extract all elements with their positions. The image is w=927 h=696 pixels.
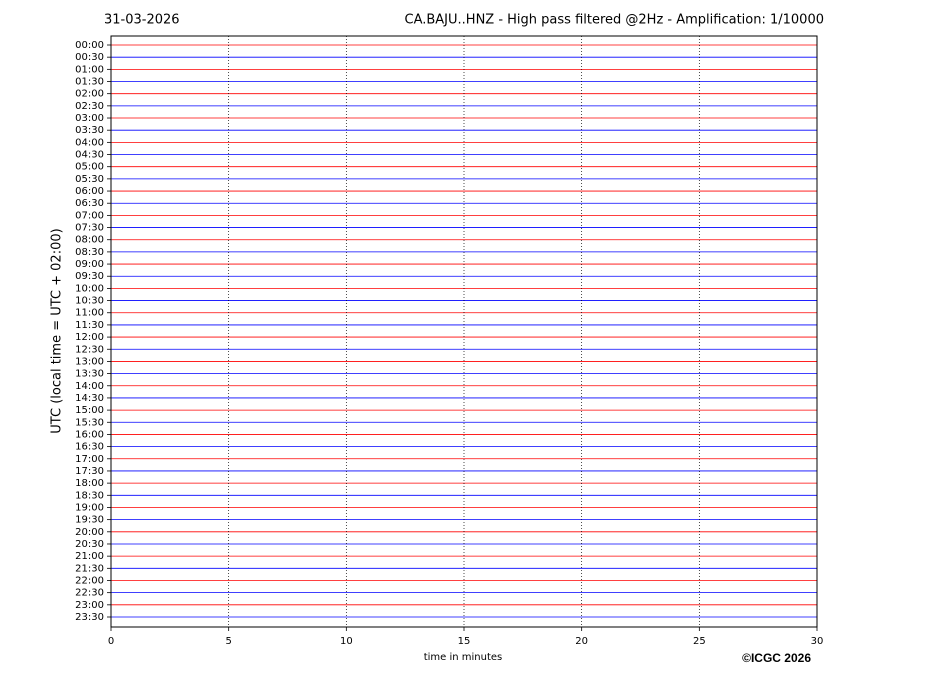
y-tick-label: 02:00: [75, 89, 104, 100]
x-tick-label: 10: [340, 636, 353, 647]
y-tick-label: 15:30: [75, 417, 104, 428]
y-tick-label: 09:30: [75, 271, 104, 282]
y-tick-label: 20:00: [75, 527, 104, 538]
y-tick-label: 18:00: [75, 478, 104, 489]
y-tick-label: 15:00: [75, 405, 104, 416]
y-tick-label: 23:30: [75, 612, 104, 623]
y-tick-label: 03:00: [75, 113, 104, 124]
y-tick-label: 09:00: [75, 259, 104, 270]
y-tick-label: 07:00: [75, 210, 104, 221]
y-tick-label: 00:00: [75, 40, 104, 51]
y-tick-label: 22:30: [75, 588, 104, 599]
y-tick-label: 08:30: [75, 247, 104, 258]
x-tick-label: 20: [575, 636, 588, 647]
plot-frame: [110, 35, 818, 628]
copyright: ©ICGC 2026: [742, 651, 811, 665]
y-tick-label: 05:30: [75, 174, 104, 185]
y-tick-label: 19:00: [75, 502, 104, 513]
y-tick-label: 16:30: [75, 442, 104, 453]
y-tick-label: 06:30: [75, 198, 104, 209]
y-tick-label: 04:00: [75, 137, 104, 148]
y-tick-label: 13:00: [75, 356, 104, 367]
y-tick-label: 02:30: [75, 101, 104, 112]
y-tick-label: 00:30: [75, 52, 104, 63]
y-tick-label: 12:30: [75, 344, 104, 355]
chart-title: CA.BAJU..HNZ - High pass filtered @2Hz -…: [405, 13, 825, 28]
y-tick-label: 06:00: [75, 186, 104, 197]
x-tick-label: 15: [458, 636, 471, 647]
y-tick-label: 17:30: [75, 466, 104, 477]
y-tick-label: 10:00: [75, 283, 104, 294]
y-tick-label: 12:00: [75, 332, 104, 343]
y-tick-label: 17:00: [75, 454, 104, 465]
y-tick-label: 16:00: [75, 429, 104, 440]
y-tick-label: 21:30: [75, 563, 104, 574]
x-tick-label: 0: [108, 636, 114, 647]
x-axis-label: time in minutes: [424, 652, 503, 663]
y-tick-label: 14:30: [75, 393, 104, 404]
chart-date: 31-03-2026: [104, 13, 180, 28]
y-tick-label: 04:30: [75, 150, 104, 161]
x-tick-label: 25: [693, 636, 706, 647]
y-tick-label: 14:00: [75, 381, 104, 392]
y-tick-label: 23:00: [75, 600, 104, 611]
y-tick-label: 07:30: [75, 223, 104, 234]
y-tick-label: 20:30: [75, 539, 104, 550]
y-tick-label: 08:00: [75, 235, 104, 246]
x-tick-label: 30: [811, 636, 824, 647]
y-tick-label: 22:00: [75, 575, 104, 586]
y-tick-label: 11:30: [75, 320, 104, 331]
y-tick-label: 03:30: [75, 125, 104, 136]
y-tick-label: 21:00: [75, 551, 104, 562]
y-tick-label: 01:30: [75, 77, 104, 88]
y-tick-label: 18:30: [75, 490, 104, 501]
y-tick-label: 05:00: [75, 162, 104, 173]
y-tick-label: 19:30: [75, 515, 104, 526]
y-tick-label: 11:00: [75, 308, 104, 319]
y-tick-label: 01:00: [75, 64, 104, 75]
y-tick-label: 13:30: [75, 369, 104, 380]
y-axis-label: UTC (local time = UTC + 02:00): [50, 228, 65, 433]
x-tick-label: 5: [225, 636, 231, 647]
y-tick-label: 10:30: [75, 296, 104, 307]
